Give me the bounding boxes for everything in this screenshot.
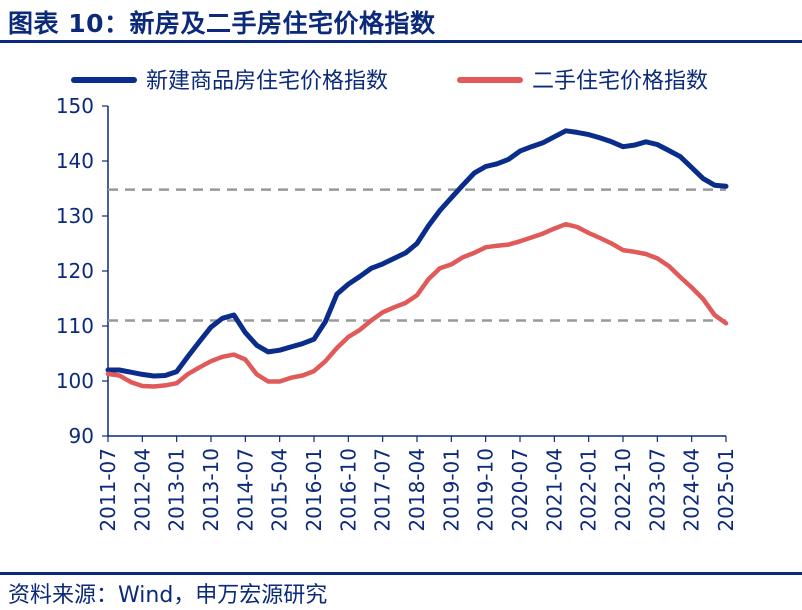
title-rule xyxy=(0,40,802,43)
series-lines xyxy=(105,128,729,389)
second-hand-price-line xyxy=(105,221,729,389)
y-tick-label: 130 xyxy=(56,204,94,228)
x-tick-label: 2013-01 xyxy=(165,448,189,532)
chart-legend: 新建商品房住宅价格指数 二手住宅价格指数 xyxy=(71,69,708,94)
x-tick-label: 2015-04 xyxy=(268,448,292,532)
x-tick-label: 2014-07 xyxy=(233,448,257,532)
x-tick-label: 2018-04 xyxy=(405,448,429,532)
x-tick-label: 2016-01 xyxy=(302,448,326,532)
x-tick-label: 2022-10 xyxy=(611,448,635,532)
new-home-price-line xyxy=(105,128,729,379)
x-tick-label: 2011-07 xyxy=(96,448,120,532)
x-tick-label: 2012-04 xyxy=(130,448,154,532)
x-tick-label: 2019-01 xyxy=(439,448,463,532)
y-tick-label: 110 xyxy=(56,314,94,338)
y-tick-label: 120 xyxy=(56,259,94,283)
x-tick-label: 2022-01 xyxy=(577,448,601,532)
x-tick-label: 2016-10 xyxy=(336,448,360,532)
source-note: 资料来源：Wind，申万宏源研究 xyxy=(8,583,328,608)
x-tick-label: 2020-07 xyxy=(508,448,532,532)
reference-lines xyxy=(108,188,726,322)
legend-new-home-label: 新建商品房住宅价格指数 xyxy=(146,69,388,94)
x-tick-label: 2017-07 xyxy=(371,448,395,532)
chart-axes: 90 100 110 120 130 140 150 2011-07 2012-04 2013-0… xyxy=(56,94,738,532)
x-tick-label: 2013-10 xyxy=(199,448,223,532)
x-tick-label: 2019-10 xyxy=(474,448,498,532)
x-tick-label: 2023-07 xyxy=(645,448,669,532)
x-tick-label: 2024-04 xyxy=(680,448,704,532)
legend-second-hand-label: 二手住宅价格指数 xyxy=(532,69,708,94)
figure-title: 图表 10：新房及二手房住宅价格指数 xyxy=(8,9,436,38)
y-tick-label: 140 xyxy=(56,149,94,173)
x-tick-label: 2025-01 xyxy=(714,448,738,532)
y-tick-label: 90 xyxy=(69,424,94,448)
x-tick-label: 2021-04 xyxy=(542,448,566,532)
y-tick-label: 100 xyxy=(56,369,94,393)
footer-rule xyxy=(0,572,802,575)
y-tick-label: 150 xyxy=(56,94,94,118)
